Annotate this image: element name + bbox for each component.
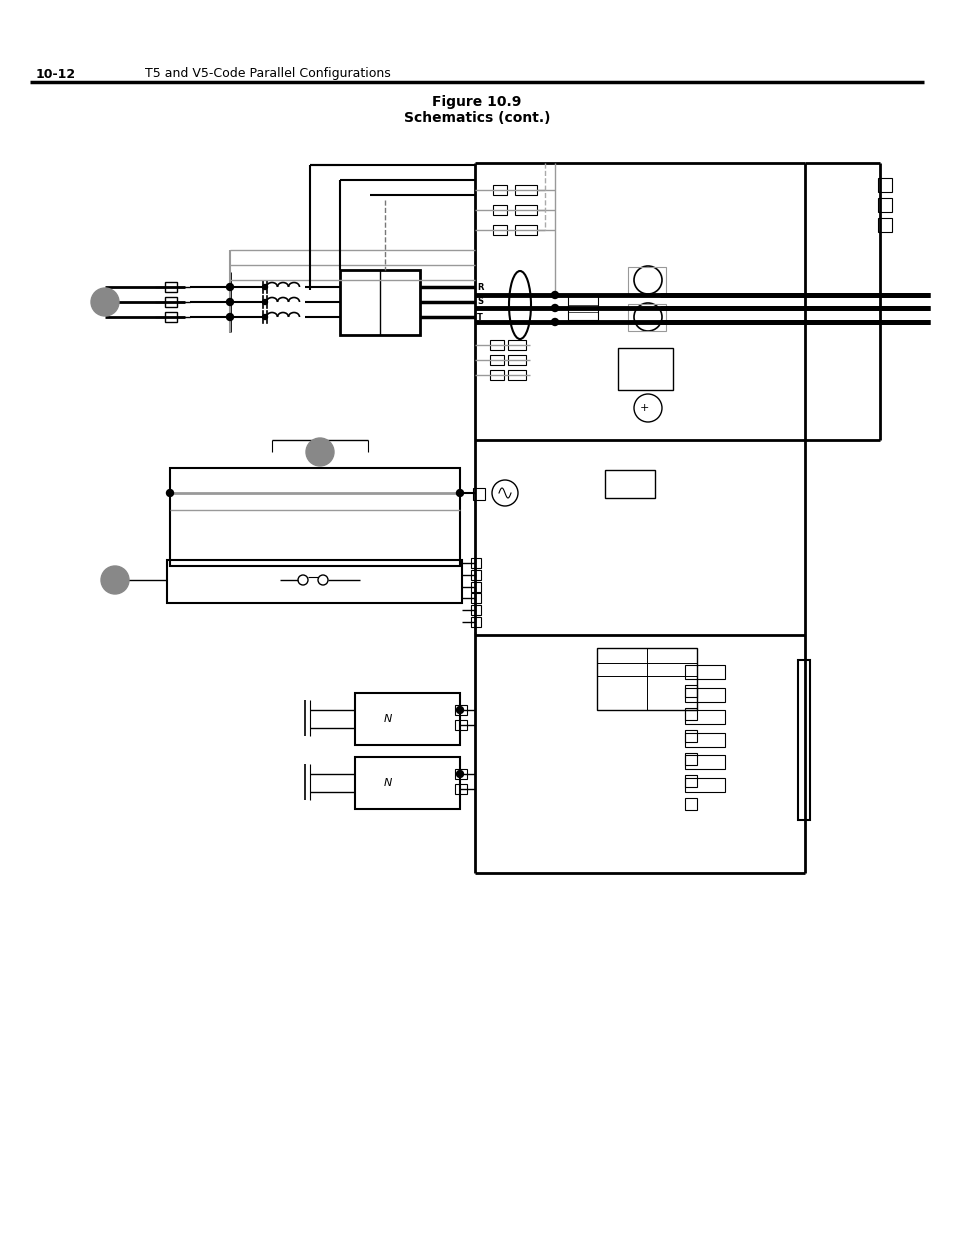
Bar <box>684 664 724 679</box>
Bar <box>455 705 467 715</box>
Bar <box>455 784 467 794</box>
Bar <box>797 659 809 820</box>
Bar <box>684 708 697 720</box>
Bar <box>684 688 724 701</box>
Bar <box>684 730 697 742</box>
Text: T5 and V5-Code Parallel Configurations: T5 and V5-Code Parallel Configurations <box>145 68 391 80</box>
Bar <box>618 348 672 390</box>
Bar <box>684 753 697 764</box>
Circle shape <box>456 706 463 714</box>
Circle shape <box>297 576 308 585</box>
Text: Schematics (cont.): Schematics (cont.) <box>403 111 550 125</box>
Bar <box>877 219 891 232</box>
Circle shape <box>91 288 119 316</box>
Bar <box>471 582 480 592</box>
Bar <box>507 354 525 366</box>
Bar <box>471 571 480 580</box>
Text: R: R <box>476 283 483 291</box>
Circle shape <box>551 305 558 311</box>
Text: 10-12: 10-12 <box>36 68 76 80</box>
Bar <box>170 468 459 566</box>
Circle shape <box>101 566 129 594</box>
Bar <box>627 304 665 331</box>
Bar <box>455 720 467 730</box>
Bar <box>471 605 480 615</box>
Bar <box>493 185 506 195</box>
Circle shape <box>262 315 267 320</box>
Bar <box>567 295 598 320</box>
Bar <box>490 354 503 366</box>
Bar <box>490 370 503 380</box>
Text: +: + <box>639 403 648 412</box>
Bar <box>507 370 525 380</box>
Bar <box>684 776 697 787</box>
Bar <box>515 205 537 215</box>
Circle shape <box>551 319 558 326</box>
Text: Figure 10.9: Figure 10.9 <box>432 95 521 109</box>
Bar <box>471 618 480 627</box>
Bar <box>507 340 525 350</box>
Bar <box>490 340 503 350</box>
Bar <box>473 488 484 500</box>
Bar <box>604 471 655 498</box>
Circle shape <box>551 291 558 299</box>
Text: T: T <box>476 312 482 321</box>
Bar <box>684 685 697 697</box>
Circle shape <box>317 576 328 585</box>
Text: N: N <box>383 778 392 788</box>
Circle shape <box>456 771 463 778</box>
Bar <box>493 205 506 215</box>
Bar <box>684 798 697 810</box>
Circle shape <box>456 489 463 496</box>
Bar <box>684 755 724 769</box>
Text: S: S <box>476 298 482 306</box>
Circle shape <box>226 299 233 305</box>
Bar <box>877 178 891 191</box>
Circle shape <box>226 284 233 290</box>
Circle shape <box>306 438 334 466</box>
Circle shape <box>226 314 233 321</box>
Bar <box>877 198 891 212</box>
Bar <box>684 778 724 792</box>
Bar <box>455 769 467 779</box>
Bar <box>627 267 665 294</box>
Bar <box>471 593 480 603</box>
Bar <box>515 185 537 195</box>
Bar <box>515 225 537 235</box>
Bar <box>339 270 419 335</box>
Bar <box>684 710 724 724</box>
Bar <box>471 558 480 568</box>
Bar <box>165 282 177 291</box>
Bar <box>493 225 506 235</box>
Bar <box>597 648 697 710</box>
Circle shape <box>167 489 173 496</box>
Text: N: N <box>383 714 392 724</box>
Bar <box>165 296 177 308</box>
Circle shape <box>262 300 267 305</box>
Bar <box>684 734 724 747</box>
Bar <box>167 559 461 603</box>
Bar <box>355 693 459 745</box>
Bar <box>165 312 177 322</box>
Bar <box>355 757 459 809</box>
Circle shape <box>262 284 267 289</box>
